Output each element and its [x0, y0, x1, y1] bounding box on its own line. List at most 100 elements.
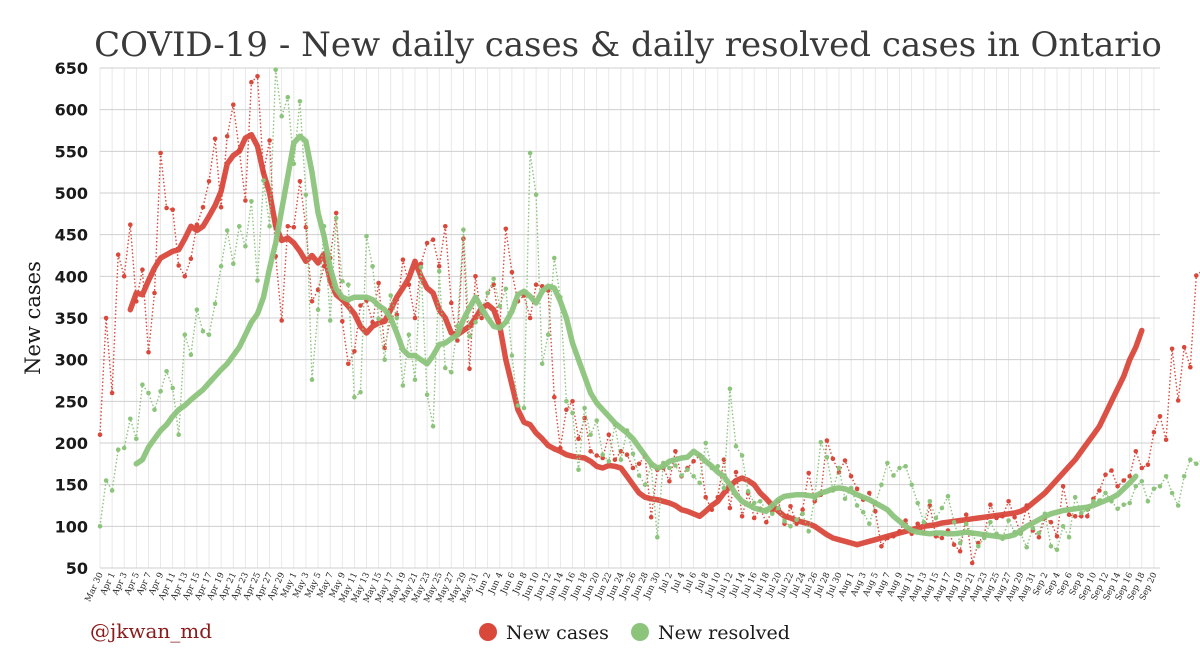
new-resolved-daily-point — [527, 150, 533, 156]
new-resolved-daily-point — [776, 505, 781, 511]
new-resolved-daily-point — [443, 365, 448, 371]
new-resolved-daily-point — [400, 383, 406, 388]
new-resolved-daily-point — [1194, 461, 1199, 467]
new-resolved-daily-point — [1103, 490, 1108, 496]
new-cases-daily-point — [146, 349, 151, 355]
new-cases-daily-point — [824, 438, 830, 443]
new-resolved-daily-point — [673, 463, 678, 468]
new-resolved-daily-point — [867, 521, 872, 527]
new-resolved-daily-point — [618, 457, 624, 463]
new-cases-daily-point — [340, 319, 345, 324]
new-resolved-daily-point — [1079, 510, 1084, 516]
new-cases-daily-point — [176, 263, 181, 268]
legend-marker-new-cases — [479, 623, 497, 641]
new-resolved-daily-point — [346, 282, 351, 288]
new-cases-daily-point — [436, 264, 442, 269]
new-resolved-daily-point — [1072, 494, 1078, 500]
new-resolved-daily-point — [176, 432, 181, 438]
new-resolved-daily-point — [770, 511, 775, 517]
new-resolved-daily-point — [231, 261, 236, 267]
new-resolved-daily-point — [206, 332, 212, 338]
new-cases-daily-point — [873, 509, 878, 514]
new-cases-daily-point — [443, 224, 448, 229]
new-cases-daily-point — [1163, 437, 1169, 443]
new-resolved-daily-point — [521, 405, 527, 411]
new-resolved-daily-point — [903, 464, 908, 469]
new-resolved-daily-point — [606, 459, 612, 464]
new-cases-daily-point — [800, 507, 805, 512]
new-resolved-daily-point — [1048, 544, 1054, 549]
y-tick-label: 350 — [55, 309, 88, 328]
new-cases-daily-point — [576, 436, 581, 442]
new-resolved-daily-point — [473, 319, 478, 325]
new-cases-daily-point — [854, 486, 860, 492]
new-resolved-daily-point — [836, 465, 842, 471]
y-tick-label: 500 — [55, 184, 88, 203]
grid — [99, 67, 1160, 569]
new-cases-daily-point — [667, 479, 672, 484]
new-resolved-daily-line — [99, 69, 1200, 551]
new-cases-daily-point — [1127, 474, 1132, 479]
new-resolved-daily-point — [218, 264, 224, 269]
new-resolved-daily-point — [1060, 524, 1066, 529]
new-cases-daily-point — [346, 361, 351, 367]
y-axis-label: New cases — [21, 261, 45, 375]
new-resolved-daily-point — [509, 353, 515, 358]
new-resolved-daily-point — [449, 369, 454, 375]
new-resolved-daily-point — [418, 264, 424, 270]
y-tick-label: 150 — [55, 476, 88, 495]
new-resolved-daily-point — [109, 488, 115, 493]
new-resolved-daily-point — [794, 517, 799, 522]
new-resolved-daily-point — [370, 264, 375, 269]
new-cases-daily-point — [115, 252, 121, 257]
new-resolved-daily-point — [582, 405, 587, 411]
new-cases-daily-point — [1072, 514, 1078, 519]
new-resolved-daily-point — [818, 439, 824, 445]
new-resolved-daily-point — [757, 499, 763, 504]
new-resolved-daily-point — [891, 473, 896, 478]
new-resolved-daily-point — [576, 467, 581, 473]
new-resolved-daily-point — [467, 334, 472, 339]
new-cases-daily-point — [479, 315, 484, 321]
new-cases-daily-point — [1006, 499, 1011, 504]
new-cases-daily-point — [249, 79, 254, 85]
new-cases-daily-point — [152, 290, 157, 296]
new-resolved-daily-point — [297, 99, 303, 104]
new-cases-daily-point — [1109, 468, 1114, 473]
new-cases-daily-point — [636, 461, 642, 467]
new-cases-daily-point — [418, 261, 424, 267]
new-cases-daily-point — [552, 394, 557, 400]
new-cases-daily-point — [164, 205, 169, 211]
new-cases-daily-point — [206, 179, 212, 184]
new-cases-daily-point — [140, 267, 145, 273]
new-cases-daily-point — [200, 204, 206, 210]
new-resolved-daily-point — [727, 386, 733, 392]
new-cases-daily-point — [212, 136, 218, 142]
new-resolved-daily-point — [115, 447, 121, 453]
new-resolved-daily-point — [182, 332, 188, 338]
new-resolved-daily-point — [745, 489, 751, 494]
new-cases-daily-point — [1079, 514, 1084, 519]
new-cases-daily-point — [1121, 478, 1126, 483]
new-resolved-daily-point — [1175, 503, 1181, 508]
new-cases-daily-point — [358, 303, 363, 308]
new-resolved-daily-point — [642, 482, 648, 488]
new-resolved-average-line — [133, 133, 1139, 540]
new-cases-daily-point — [630, 465, 636, 471]
new-cases-daily-line — [99, 74, 1200, 564]
new-cases-daily-point — [218, 204, 224, 210]
new-resolved-daily-point — [655, 534, 660, 540]
new-resolved-daily-point — [1145, 499, 1151, 504]
new-resolved-daily-point — [461, 227, 466, 232]
new-resolved-daily-point — [212, 301, 218, 307]
legend-label-new-cases: New cases — [506, 622, 609, 644]
new-cases-daily-point — [1115, 484, 1120, 489]
new-resolved-daily-point — [1163, 474, 1169, 479]
new-resolved-daily-point — [188, 352, 194, 358]
new-cases-daily-point — [848, 474, 854, 479]
author-handle: @jkwan_md — [90, 619, 212, 643]
new-cases-daily-point — [606, 432, 612, 438]
new-resolved-daily-point — [976, 544, 981, 549]
